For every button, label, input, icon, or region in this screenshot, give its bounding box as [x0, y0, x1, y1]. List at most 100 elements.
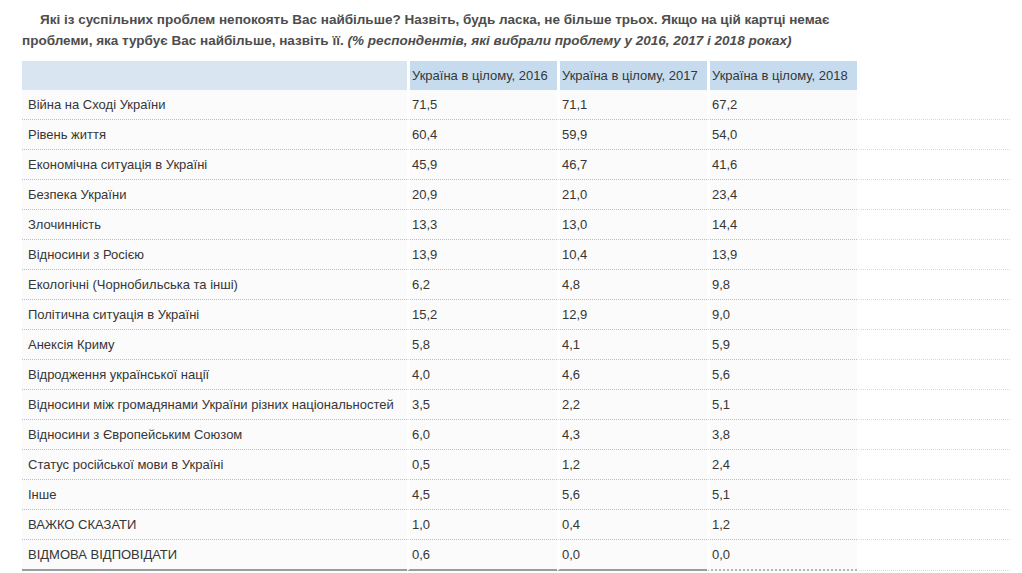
problem-label: Політична ситуація в Україні [22, 300, 407, 330]
value-2016: 3,5 [407, 390, 557, 420]
problem-label: Рівень життя [22, 120, 407, 150]
table-row: Екологічні (Чорнобильська та інші) 6,2 4… [22, 270, 1010, 300]
value-2016: 13,3 [407, 210, 557, 240]
value-2018: 13,9 [707, 240, 857, 270]
value-2018: 3,8 [707, 420, 857, 450]
value-2018: 5,1 [707, 480, 857, 510]
table-row: Відносини з Європейським Союзом 6,0 4,3 … [22, 420, 1010, 450]
table-row: ВІДМОВА ВІДПОВІДАТИ 0,6 0,0 0,0 [22, 540, 1010, 571]
value-2018: 67,2 [707, 90, 857, 120]
column-header-2016: Україна в цілому, 2016 [407, 61, 557, 90]
value-2018: 5,6 [707, 360, 857, 390]
value-2018: 54,0 [707, 120, 857, 150]
filler-column-header [857, 61, 1010, 90]
column-header-2017: Україна в цілому, 2017 [557, 61, 707, 90]
table-row: Відносини з Росією 13,9 10,4 13,9 [22, 240, 1010, 270]
value-2018: 41,6 [707, 150, 857, 180]
value-2018: 5,9 [707, 330, 857, 360]
table-row: Економічна ситуація в Україні 45,9 46,7 … [22, 150, 1010, 180]
problem-label: Економічна ситуація в Україні [22, 150, 407, 180]
filler-cell [857, 360, 1010, 390]
value-2017: 5,6 [557, 480, 707, 510]
table-row: Інше 4,5 5,6 5,1 [22, 480, 1010, 510]
value-2016: 0,5 [407, 450, 557, 480]
value-2018: 0,0 [707, 540, 857, 571]
filler-cell [857, 480, 1010, 510]
table-row: Війна на Сході України 71,5 71,1 67,2 [22, 90, 1010, 120]
value-2016: 0,6 [407, 540, 557, 571]
problem-label: Відносини з Росією [22, 240, 407, 270]
filler-cell [857, 90, 1010, 120]
problem-label: ВАЖКО СКАЗАТИ [22, 510, 407, 540]
filler-cell [857, 540, 1010, 571]
value-2018: 9,0 [707, 300, 857, 330]
table-header: Україна в цілому, 2016 Україна в цілому,… [22, 61, 1010, 90]
problem-label: Відродження української нації [22, 360, 407, 390]
value-2016: 13,9 [407, 240, 557, 270]
value-2018: 5,1 [707, 390, 857, 420]
problem-label: Екологічні (Чорнобильська та інші) [22, 270, 407, 300]
table-row: Анексія Криму 5,8 4,1 5,9 [22, 330, 1010, 360]
value-2017: 59,9 [557, 120, 707, 150]
value-2017: 4,1 [557, 330, 707, 360]
value-2016: 5,8 [407, 330, 557, 360]
value-2017: 4,6 [557, 360, 707, 390]
problem-label: Статус російської мови в Україні [22, 450, 407, 480]
value-2016: 15,2 [407, 300, 557, 330]
filler-cell [857, 450, 1010, 480]
problem-label: Злочинність [22, 210, 407, 240]
value-2018: 14,4 [707, 210, 857, 240]
filler-cell [857, 180, 1010, 210]
value-2016: 6,0 [407, 420, 557, 450]
filler-cell [857, 120, 1010, 150]
table-row: ВАЖКО СКАЗАТИ 1,0 0,4 1,2 [22, 510, 1010, 540]
table-row: Злочинність 13,3 13,0 14,4 [22, 210, 1010, 240]
table-row: Відродження української нації 4,0 4,6 5,… [22, 360, 1010, 390]
value-2017: 2,2 [557, 390, 707, 420]
value-2018: 2,4 [707, 450, 857, 480]
value-2017: 13,0 [557, 210, 707, 240]
value-2016: 71,5 [407, 90, 557, 120]
table-row: Політична ситуація в Україні 15,2 12,9 9… [22, 300, 1010, 330]
filler-cell [857, 240, 1010, 270]
value-2016: 20,9 [407, 180, 557, 210]
value-2017: 4,3 [557, 420, 707, 450]
table-row: Безпека України 20,9 21,0 23,4 [22, 180, 1010, 210]
column-header-2018: Україна в цілому, 2018 [707, 61, 857, 90]
value-2018: 9,8 [707, 270, 857, 300]
value-2017: 0,0 [557, 540, 707, 571]
survey-question-title: Які із суспільних проблем непокоять Вас … [22, 9, 1010, 51]
value-2017: 12,9 [557, 300, 707, 330]
survey-results-table: Україна в цілому, 2016 Україна в цілому,… [22, 61, 1010, 571]
table-row: Рівень життя 60,4 59,9 54,0 [22, 120, 1010, 150]
value-2017: 71,1 [557, 90, 707, 120]
filler-cell [857, 330, 1010, 360]
value-2017: 46,7 [557, 150, 707, 180]
value-2018: 1,2 [707, 510, 857, 540]
value-2016: 6,2 [407, 270, 557, 300]
filler-cell [857, 150, 1010, 180]
value-2017: 21,0 [557, 180, 707, 210]
problem-label: Війна на Сході України [22, 90, 407, 120]
value-2016: 45,9 [407, 150, 557, 180]
table-body: Війна на Сході України 71,5 71,1 67,2 Рі… [22, 90, 1010, 571]
value-2018: 23,4 [707, 180, 857, 210]
filler-cell [857, 270, 1010, 300]
problem-label: Анексія Криму [22, 330, 407, 360]
header-row: Україна в цілому, 2016 Україна в цілому,… [22, 61, 1010, 90]
filler-cell [857, 510, 1010, 540]
table-row: Статус російської мови в Україні 0,5 1,2… [22, 450, 1010, 480]
value-2017: 0,4 [557, 510, 707, 540]
problem-label: ВІДМОВА ВІДПОВІДАТИ [22, 540, 407, 571]
value-2017: 10,4 [557, 240, 707, 270]
filler-cell [857, 210, 1010, 240]
filler-cell [857, 300, 1010, 330]
empty-corner-cell [22, 61, 407, 90]
value-2016: 60,4 [407, 120, 557, 150]
problem-label: Інше [22, 480, 407, 510]
filler-cell [857, 420, 1010, 450]
table-row: Відносини між громадянами України різних… [22, 390, 1010, 420]
survey-question-note: (% респондентів, які вибрали проблему у … [348, 33, 792, 48]
value-2016: 4,5 [407, 480, 557, 510]
value-2016: 4,0 [407, 360, 557, 390]
